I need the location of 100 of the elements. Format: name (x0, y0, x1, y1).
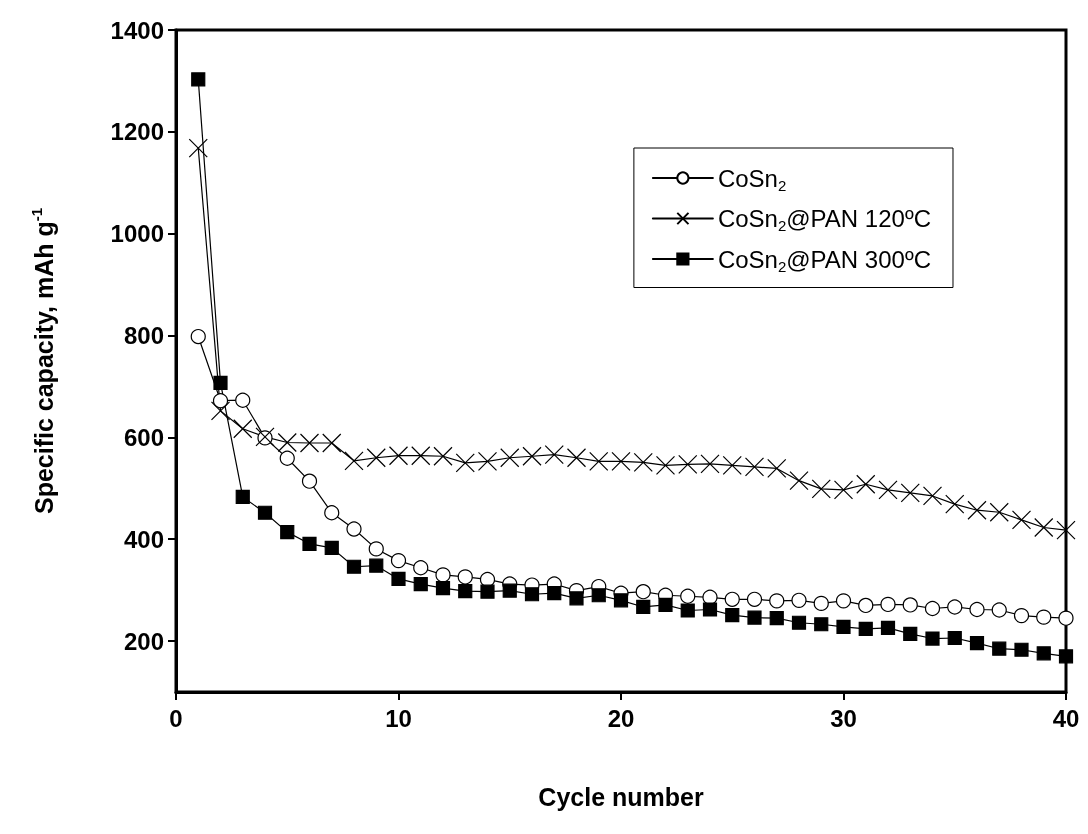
point (967, 500, 987, 520)
point (813, 595, 829, 611)
point (591, 588, 606, 603)
point (547, 586, 562, 601)
point (658, 597, 673, 613)
point (769, 593, 785, 609)
point (369, 558, 384, 573)
point (566, 448, 587, 468)
point (925, 631, 940, 646)
point (233, 419, 253, 439)
point (455, 453, 475, 473)
point (1036, 609, 1052, 625)
point (344, 451, 364, 471)
point (277, 432, 297, 453)
point (789, 471, 809, 491)
point (212, 393, 229, 409)
y-tick-label: 1400 (110, 16, 164, 44)
point (767, 458, 787, 479)
point (235, 489, 250, 505)
point (989, 502, 1009, 522)
point (435, 581, 451, 596)
point (880, 596, 896, 613)
point (522, 446, 542, 466)
point (1036, 646, 1051, 661)
point (390, 553, 407, 569)
point (724, 591, 740, 607)
point (569, 591, 584, 606)
x-tick-label: 0 (169, 704, 183, 732)
point (791, 615, 807, 630)
point (502, 583, 517, 598)
point (589, 451, 609, 471)
point (413, 576, 428, 592)
point (700, 454, 720, 474)
point (191, 72, 206, 87)
point (744, 457, 765, 477)
point (280, 525, 295, 540)
point (947, 599, 963, 615)
point (924, 600, 941, 617)
point (346, 521, 362, 537)
point (433, 446, 453, 466)
point (611, 451, 631, 471)
point (969, 601, 985, 618)
point (388, 446, 409, 466)
point (922, 486, 943, 506)
point (1034, 517, 1054, 538)
x-tick-label: 40 (1052, 704, 1080, 732)
point (324, 505, 340, 521)
point (722, 455, 742, 475)
point (458, 584, 473, 599)
point (900, 483, 920, 503)
point (257, 505, 273, 520)
point (1013, 608, 1030, 624)
point (524, 587, 540, 602)
point (991, 602, 1007, 618)
point (856, 474, 876, 494)
point (1014, 642, 1029, 657)
point (858, 597, 874, 614)
point (210, 401, 231, 421)
y-tick-label: 400 (123, 525, 164, 553)
point (322, 433, 342, 453)
point (680, 588, 696, 604)
y-tick-label: 600 (123, 423, 164, 451)
point (1058, 649, 1074, 664)
y-tick-label: 800 (123, 322, 164, 350)
point (769, 611, 784, 626)
point (190, 328, 206, 345)
point (479, 571, 496, 588)
point (836, 619, 851, 634)
point (235, 392, 251, 408)
point (655, 455, 676, 475)
point (902, 597, 918, 613)
point (1058, 610, 1074, 626)
point (411, 446, 431, 466)
point (746, 591, 763, 607)
point (947, 630, 962, 646)
point (544, 445, 564, 465)
point (633, 452, 653, 472)
point (413, 560, 429, 576)
x-axis-title: Cycle number (538, 782, 704, 811)
point (992, 641, 1007, 656)
point (366, 448, 386, 468)
point (500, 448, 520, 468)
point (477, 451, 498, 471)
point (635, 584, 651, 600)
point (969, 636, 985, 651)
point (213, 375, 228, 390)
point (636, 599, 651, 615)
point (613, 593, 629, 608)
point (302, 536, 317, 551)
point (1056, 520, 1076, 540)
point (791, 592, 807, 608)
point (811, 479, 831, 499)
point (945, 494, 965, 514)
point (188, 138, 208, 158)
point (680, 603, 695, 618)
point (368, 541, 384, 557)
point (835, 593, 852, 609)
point (324, 540, 339, 555)
point (299, 433, 320, 453)
y-tick-label: 1200 (110, 118, 164, 146)
